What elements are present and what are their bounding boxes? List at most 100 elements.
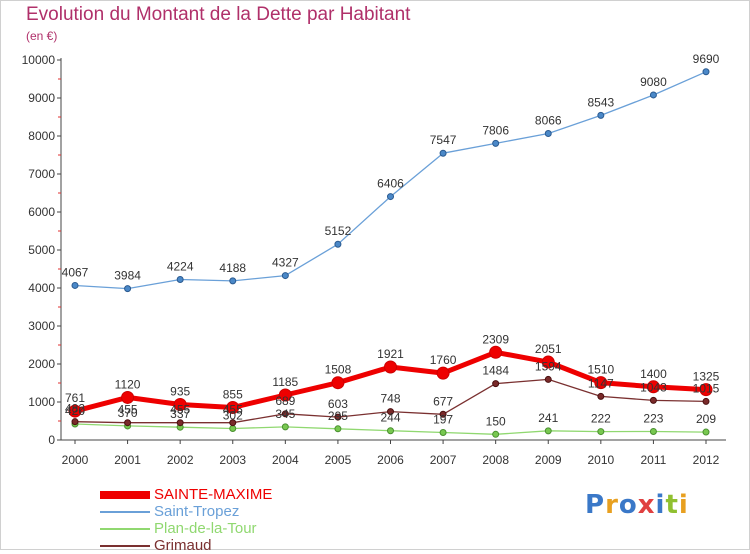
data-label: 223	[643, 412, 663, 426]
data-point	[226, 401, 240, 415]
data-label: 1147	[588, 376, 614, 390]
data-point	[331, 376, 345, 390]
y-tick-label: 3000	[28, 319, 55, 333]
logo-letter: P	[585, 490, 606, 520]
data-label: 295	[328, 409, 348, 423]
legend-label: Plan-de-la-Tour	[154, 520, 257, 537]
data-label: 9690	[693, 52, 720, 66]
data-point	[702, 397, 710, 405]
data-point	[439, 410, 447, 418]
data-label: 1325	[693, 370, 720, 384]
data-label: 677	[433, 394, 453, 408]
data-label: 1400	[640, 367, 667, 381]
data-point	[702, 428, 710, 436]
data-point	[492, 139, 500, 147]
data-point	[281, 423, 289, 431]
data-point	[702, 68, 710, 76]
data-point	[597, 111, 605, 119]
data-label: 197	[433, 413, 453, 427]
data-point	[649, 428, 657, 436]
data-point	[649, 396, 657, 404]
data-point	[439, 429, 447, 437]
x-tick-label: 2003	[219, 453, 246, 467]
data-label: 244	[380, 411, 400, 425]
data-point	[387, 193, 394, 201]
chart-title: Evolution du Montant de la Dette par Hab…	[26, 4, 411, 25]
logo-letter: x	[637, 490, 656, 520]
data-label: 1510	[587, 363, 614, 377]
data-point	[489, 345, 503, 359]
x-tick-label: 2008	[482, 453, 509, 467]
data-point	[699, 383, 713, 397]
data-label: 4067	[62, 265, 89, 279]
data-label: 603	[328, 397, 348, 411]
data-label: 748	[380, 392, 400, 406]
data-label: 5152	[325, 224, 352, 238]
x-tick-label: 2006	[377, 453, 404, 467]
data-label: 455	[170, 403, 190, 417]
data-point	[71, 418, 79, 426]
x-tick-label: 2001	[114, 453, 141, 467]
data-label: 7806	[482, 123, 509, 137]
data-point	[121, 390, 135, 404]
data-point	[544, 129, 552, 137]
data-label: 209	[696, 412, 716, 426]
data-label: 4327	[272, 256, 299, 270]
data-point	[384, 360, 397, 374]
legend-label: SAINTE-MAXIME	[154, 486, 273, 503]
data-point	[334, 425, 342, 433]
data-label: 9080	[640, 75, 667, 89]
x-tick-label: 2002	[167, 453, 194, 467]
data-label: 370	[118, 406, 138, 420]
data-point	[281, 410, 289, 418]
data-point	[176, 419, 184, 427]
data-label: 241	[538, 411, 558, 425]
data-point	[541, 355, 555, 369]
data-label: 345	[275, 407, 295, 421]
data-label: 935	[170, 384, 190, 398]
data-point	[597, 428, 605, 436]
data-label: 302	[223, 409, 243, 423]
data-point	[646, 380, 660, 394]
data-label: 1484	[482, 364, 509, 378]
data-label: 1921	[377, 347, 404, 361]
data-point	[229, 277, 237, 285]
y-tick-label: 4000	[28, 281, 55, 295]
data-point	[176, 275, 184, 283]
y-tick-label: 10000	[22, 53, 56, 67]
y-tick-label: 2000	[28, 357, 55, 371]
data-point	[334, 240, 342, 248]
legend-swatch	[100, 491, 150, 499]
data-label: 2309	[482, 332, 509, 346]
data-point	[544, 375, 552, 383]
data-point	[594, 376, 608, 390]
data-label: 1015	[693, 381, 720, 395]
data-point	[173, 397, 187, 411]
legend-swatch	[100, 528, 150, 530]
data-point	[124, 419, 132, 427]
data-label: 482	[65, 402, 85, 416]
data-point	[597, 392, 605, 400]
data-point	[649, 91, 657, 99]
data-label: 2051	[535, 342, 562, 356]
data-label: 8543	[587, 95, 614, 109]
data-label: 689	[275, 394, 295, 408]
data-point	[278, 388, 292, 402]
logo-letter: i	[655, 490, 666, 520]
data-point	[492, 380, 500, 388]
data-point	[387, 427, 394, 435]
data-label: 222	[591, 412, 611, 426]
data-point	[281, 272, 289, 280]
data-point	[492, 430, 500, 438]
y-tick-label: 6000	[28, 205, 55, 219]
data-label: 7547	[430, 133, 457, 147]
data-label: 3984	[114, 269, 141, 283]
x-tick-label: 2007	[430, 453, 457, 467]
x-tick-label: 2010	[587, 453, 614, 467]
data-point	[124, 285, 132, 293]
data-label: 4224	[167, 259, 194, 273]
chart-unit: (en €)	[26, 29, 58, 43]
y-tick-label: 9000	[28, 91, 55, 105]
data-label: 1594	[535, 359, 562, 373]
line-chart: 0 1000 2000 3000 4000 5000 6000 7000 8000 9000 100…	[22, 52, 726, 467]
